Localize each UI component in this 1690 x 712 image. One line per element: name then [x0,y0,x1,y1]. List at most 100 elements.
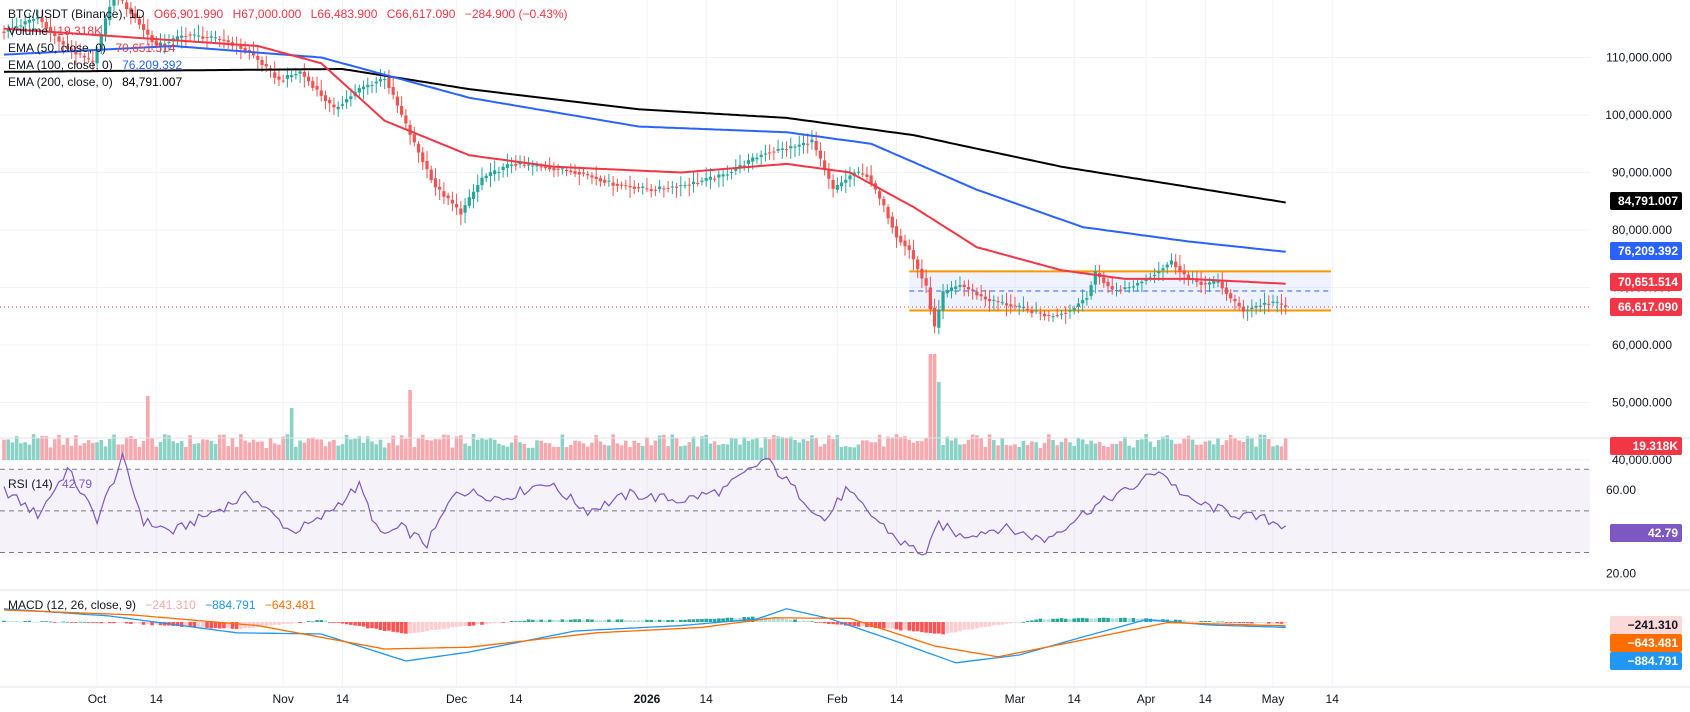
volume-bar [543,443,548,460]
candle-body [632,186,636,189]
candle-body [1042,313,1047,317]
macd-hist-bar [920,622,924,633]
candle-body [1229,293,1233,299]
candle-body [619,184,624,186]
volume-bar [1161,436,1165,460]
macd-hist-bar [657,619,662,622]
candle-body [315,85,319,90]
volume-bar [865,440,869,460]
macd-hist-bar [78,621,82,623]
macd-hist-bar [1008,622,1013,624]
volume-bar [454,436,459,460]
volume-bar [459,435,463,460]
candle-body [683,185,687,187]
macd-hist-bar [514,621,518,622]
macd-hist-bar [1220,621,1225,623]
candle-body [560,168,564,170]
volume-bar [137,446,142,460]
candle-body [1169,260,1174,265]
macd-hist-bar [222,622,226,629]
ema200-legend[interactable]: EMA (200, close, 0) 84,791.007 [8,74,188,91]
macd-hist-bar [810,621,814,623]
time-tick-label: Feb [827,692,848,706]
volume-bar [162,434,167,460]
candle-body [1093,271,1097,285]
time-tick-label: 14 [890,692,904,706]
volume-bar [662,434,666,460]
time-tick-label: Nov [273,692,294,706]
macd-hist-bar [577,619,582,622]
volume-bar [526,447,531,460]
macd-hist-bar [907,622,912,631]
rsi-legend[interactable]: RSI (14) 42.79 [8,476,98,493]
macd-hist-bar [869,622,873,628]
volume-legend[interactable]: Volume 19.318K [8,23,108,40]
volume-bar [776,436,780,460]
volume-bar [835,435,840,460]
candle-body [789,146,793,149]
volume-bar [395,445,400,460]
candle-body [966,287,971,290]
candle-body [467,197,471,206]
macd-line-value: −884.791 [205,598,256,612]
macd-hist-bar [23,621,27,622]
volume-bar [340,444,345,460]
volume-bar [1068,442,1072,460]
candle-body [526,164,531,166]
candle-body [983,296,987,300]
candle-body [471,191,476,199]
volume-bar [1135,440,1140,460]
macd-legend[interactable]: MACD (12, 26, close, 9) −241.310 −884.79… [8,597,321,614]
macd-hist-bar [399,622,404,634]
candle-body [70,48,74,52]
macd-hist-bar [264,622,269,626]
macd-hist-bar [256,622,260,628]
volume-bar [353,438,357,460]
candle-body [40,17,44,22]
macd-hist-bar [962,622,967,630]
close-value: C66,617.090 [386,7,456,21]
macd-hist-bar [805,621,810,622]
macd-hist-bar [1093,618,1098,622]
macd-hist-bar [471,622,476,626]
macd-hist-bar [585,619,590,622]
macd-hist-bar [996,622,1000,625]
ema100-value: 76,209.392 [122,58,183,72]
volume-bar [48,447,53,460]
volume-bar [1266,439,1271,460]
candle-body [53,31,57,36]
volume-bar [1055,445,1060,460]
candle-body [713,178,717,180]
volume-bar [86,440,91,460]
macd-hist-bar [683,619,687,622]
macd-hist-bar [429,622,434,630]
volume-bar [391,435,395,460]
macd-hist-bar [209,622,214,629]
candle-body [1152,274,1157,276]
macd-hist-bar [801,620,806,622]
macd-hist-bar [370,622,374,629]
macd-hist-bar [1123,617,1127,622]
candle-body [497,171,501,173]
ema50-legend[interactable]: EMA (50, close, 0) 70,651.514 [8,40,181,57]
volume-bar [2,439,6,460]
volume-bar [767,439,772,460]
volume-bar [983,446,988,460]
volume-bar [171,441,175,460]
macd-hist-bar [365,622,370,629]
candle-body [839,182,844,187]
volume-bar [1233,437,1237,460]
volume-bar [230,438,235,460]
candle-body [861,173,865,175]
volume-bar [129,436,133,460]
symbol-title[interactable]: BTC/USDT (Binance), 1D [8,7,145,21]
volume-bar [708,443,713,460]
volume-bar [298,440,302,460]
volume-bar [797,442,802,460]
volume-bar [1076,437,1081,460]
ema100-legend[interactable]: EMA (100, close, 0) 76,209.392 [8,57,188,74]
volume-bar [327,441,332,460]
volume-bar [514,435,518,460]
volume-bar [107,439,112,460]
